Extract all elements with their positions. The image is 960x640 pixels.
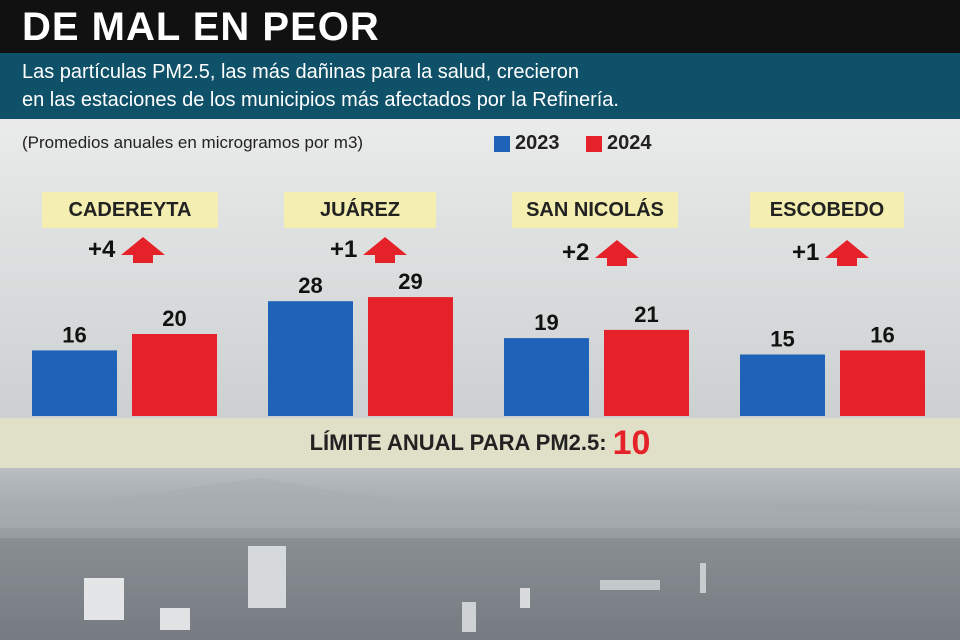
- units-note: (Promedios anuales en microgramos por m3…: [22, 133, 364, 152]
- change-indicator-san-nicolas: +2: [562, 238, 641, 268]
- annual-limit-label: LÍMITE ANUAL PARA PM2.5:: [309, 430, 607, 455]
- change-indicator-juarez: +1: [330, 235, 409, 265]
- bar-juarez-2024: [368, 297, 453, 416]
- change-value: +1: [330, 236, 358, 263]
- annual-limit-value: 10: [612, 423, 651, 462]
- title-bar: [0, 0, 960, 53]
- legend-swatch-2024: [586, 135, 602, 152]
- bar-escobedo-2023: [740, 354, 825, 416]
- data-label-san-nicolas-2023: 19: [534, 310, 558, 335]
- data-label-juarez-2023: 28: [298, 273, 322, 298]
- page-title: DE MAL EN PEOR: [22, 5, 380, 49]
- change-value: +4: [88, 236, 116, 263]
- legend-item-2024: 2024: [586, 132, 652, 155]
- category-label-juarez: JUÁREZ: [284, 192, 436, 228]
- category-label-cadereyta: CADEREYTA: [42, 192, 218, 228]
- change-indicator-escobedo: +1: [792, 238, 871, 268]
- bar-san-nicolas-2023: [504, 338, 589, 416]
- legend-swatch-2023: [494, 135, 510, 152]
- city-skyline-background: [0, 468, 960, 640]
- legend-item-2023: 2023: [494, 132, 560, 155]
- up-arrow-icon: [825, 240, 870, 266]
- up-arrow-icon: [121, 237, 166, 263]
- annual-limit-band: LÍMITE ANUAL PARA PM2.5: 10: [0, 418, 960, 468]
- legend-label-2024: 2024: [607, 132, 652, 154]
- up-arrow-icon: [595, 240, 640, 266]
- data-label-juarez-2024: 29: [398, 269, 422, 294]
- data-label-san-nicolas-2024: 21: [634, 302, 658, 327]
- subtitle-line-2: en las estaciones de los municipios más …: [22, 89, 619, 111]
- change-value: +2: [562, 239, 590, 266]
- change-value: +1: [792, 239, 820, 266]
- bar-juarez-2023: [268, 301, 353, 416]
- bar-san-nicolas-2024: [604, 329, 689, 416]
- category-label-escobedo: ESCOBEDO: [750, 192, 904, 228]
- category-label-san-nicolas: SAN NICOLÁS: [512, 192, 678, 228]
- bar-cadereyta-2024: [132, 334, 217, 416]
- subtitle-line-1: Las partículas PM2.5, las más dañinas pa…: [22, 61, 579, 83]
- data-label-escobedo-2024: 16: [870, 322, 894, 347]
- data-label-cadereyta-2023: 16: [62, 322, 86, 347]
- bar-cadereyta-2023: [32, 350, 117, 416]
- change-indicator-cadereyta: +4: [88, 235, 167, 265]
- up-arrow-icon: [363, 237, 408, 263]
- bar-escobedo-2024: [840, 350, 925, 416]
- data-label-escobedo-2023: 15: [770, 327, 794, 352]
- legend-label-2023: 2023: [515, 132, 560, 154]
- subtitle-bar: [0, 53, 960, 119]
- data-label-cadereyta-2024: 20: [162, 306, 186, 331]
